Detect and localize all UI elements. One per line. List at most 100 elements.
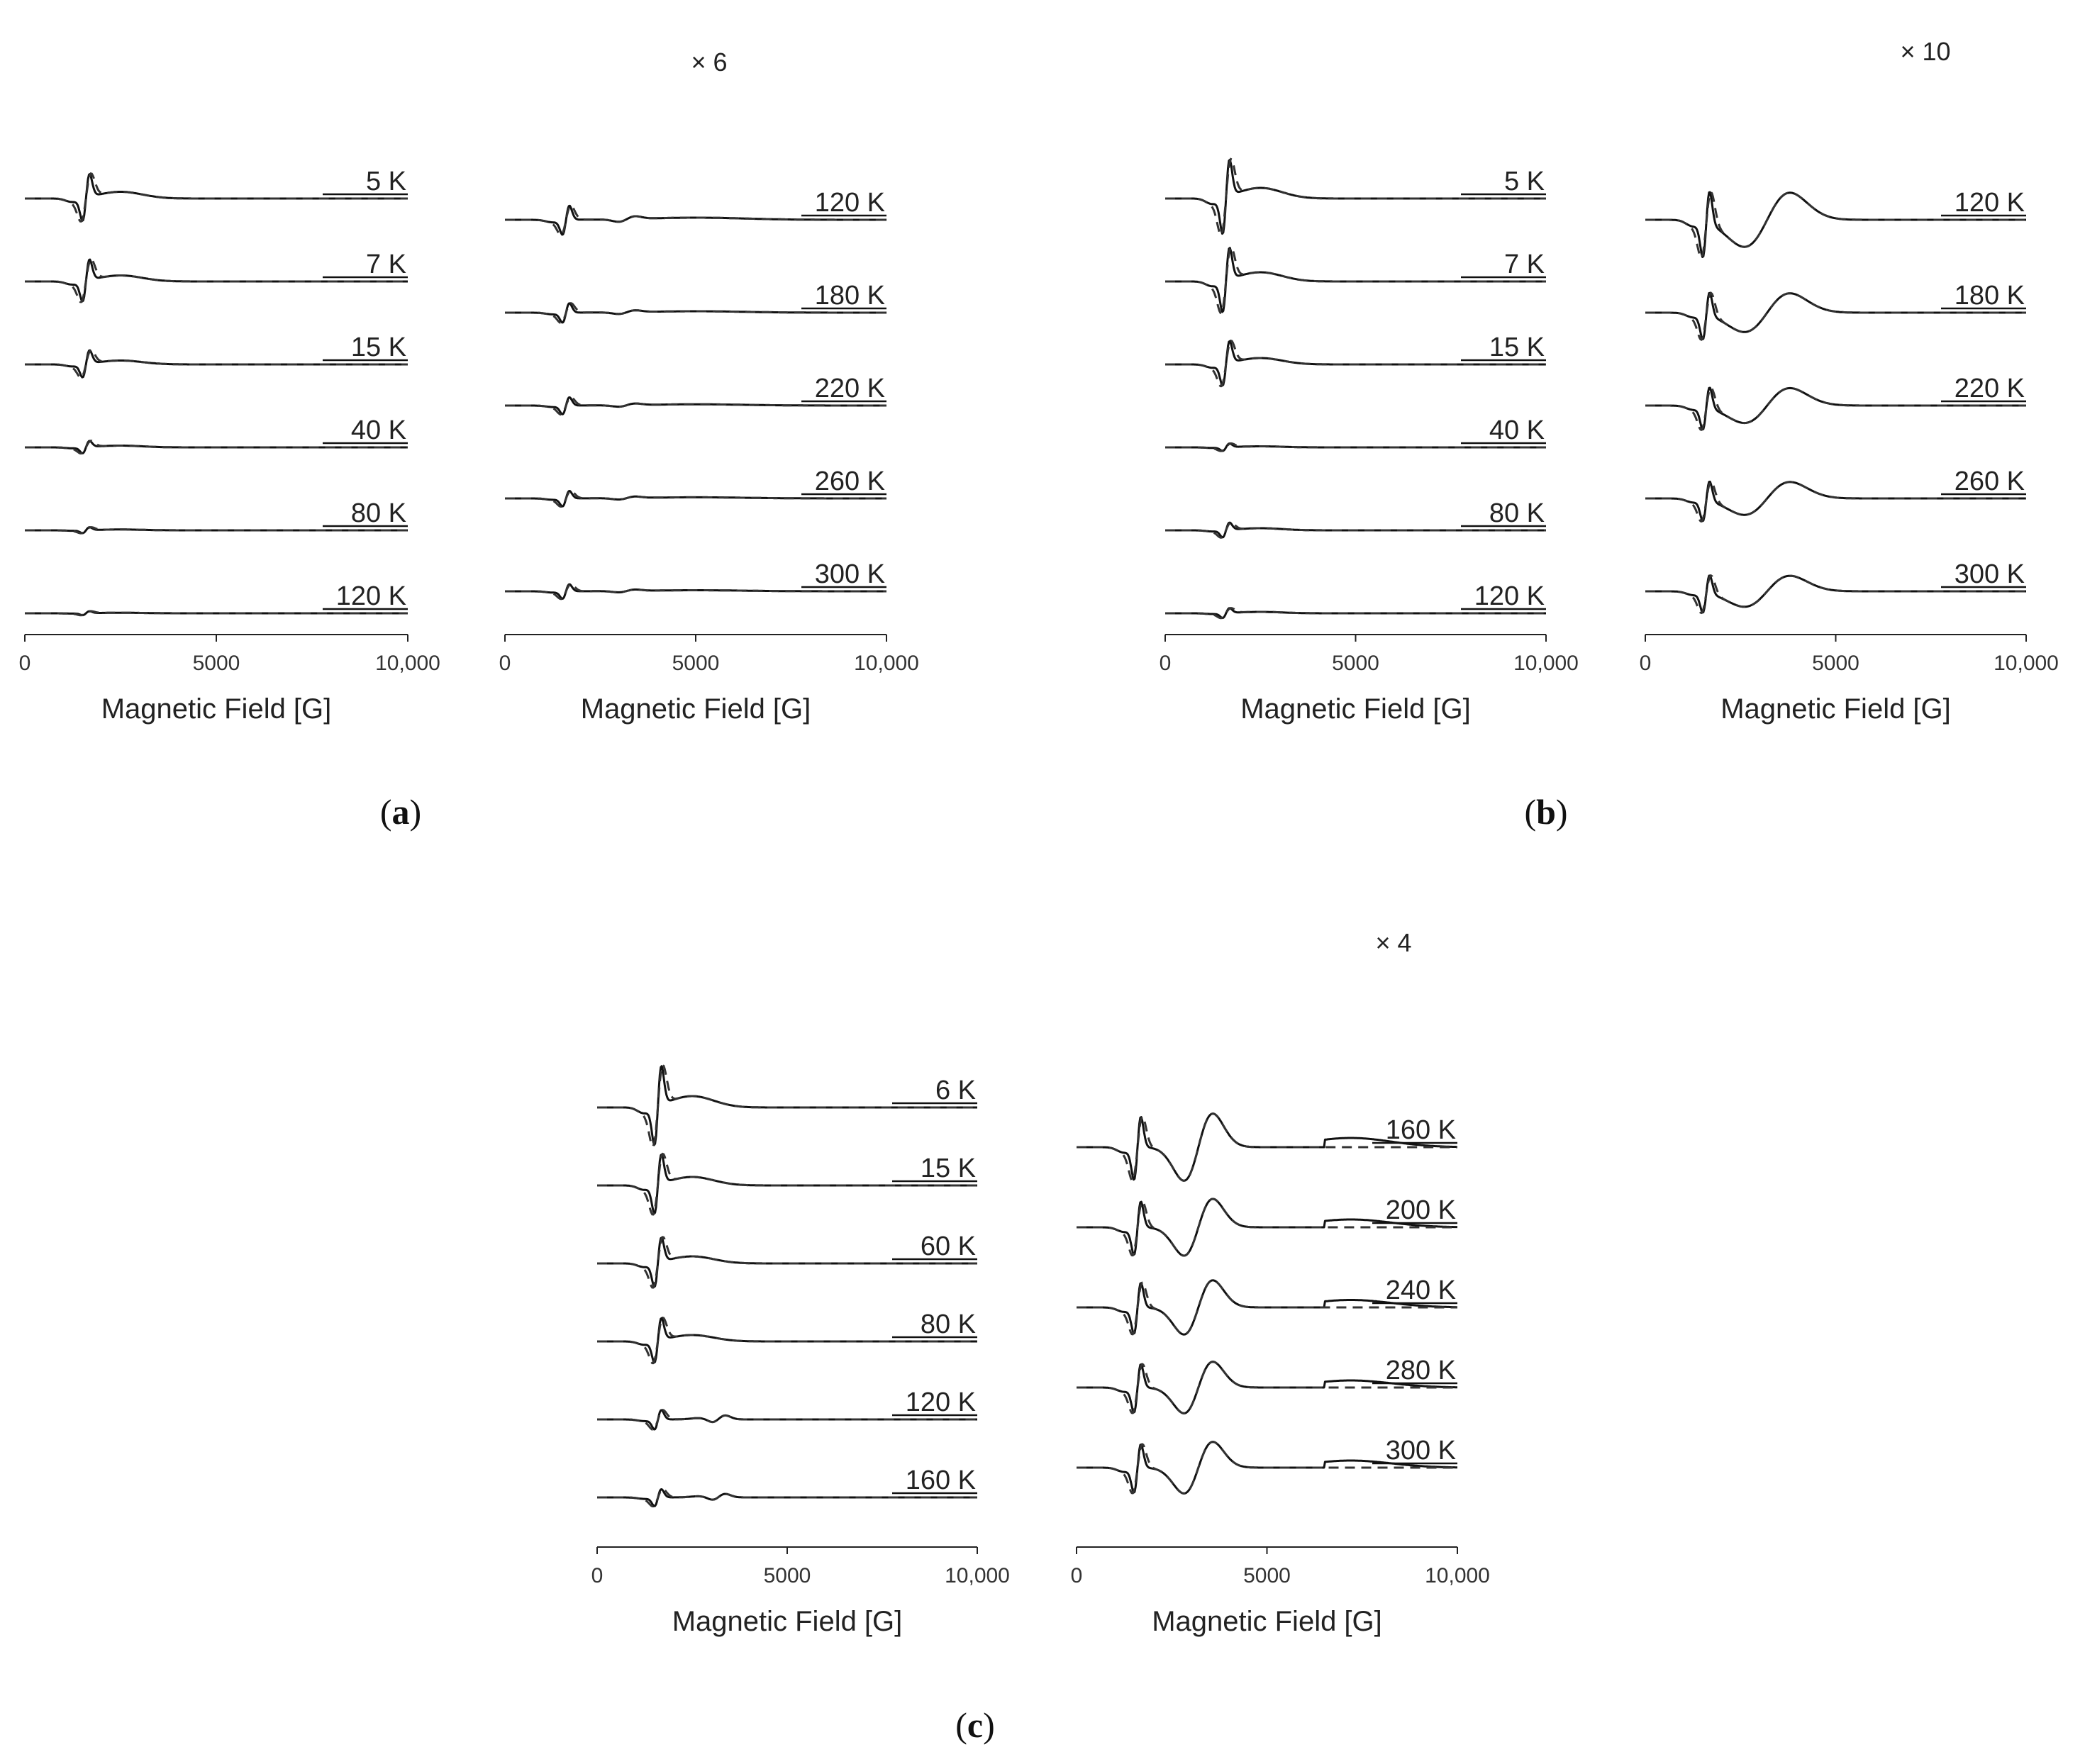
trace-300k: 300 K [1645, 559, 2027, 615]
dashed-curve [505, 583, 886, 601]
trace-15k: 15 K [24, 333, 408, 379]
plot-b-left: 5 K 7 K 15 K 40 K 80 K 120 K 0 5000 10,000 Magnet… [1160, 157, 1579, 725]
scale-factor-label: × 6 [691, 48, 727, 77]
trace-160k: 160 K [1076, 1112, 1458, 1182]
trace-15k: 15 K [1164, 333, 1547, 388]
panel-label-a: (a) [380, 792, 421, 832]
trace-60k: 60 K [596, 1232, 978, 1289]
x-axis-title: Magnetic Field [G] [1720, 693, 1951, 725]
trace-label: 120 K [1955, 188, 2025, 218]
dashed-curve [1645, 574, 2026, 615]
solid-curve [504, 204, 887, 236]
trace-label: 160 K [906, 1466, 976, 1495]
x-tick-label: 0 [591, 1564, 604, 1587]
trace-5k: 5 K [24, 167, 408, 223]
trace-label: 15 K [1489, 333, 1545, 362]
trace-260k: 260 K [504, 467, 887, 508]
trace-label: 80 K [351, 498, 406, 528]
x-tick-label: 0 [1640, 652, 1652, 675]
trace-200k: 200 K [1076, 1195, 1458, 1257]
dashed-curve [597, 1487, 977, 1508]
dashed-curve [1077, 1279, 1457, 1336]
trace-label: 60 K [921, 1232, 976, 1261]
trace-label: 80 K [1489, 498, 1545, 528]
trace-label: 240 K [1386, 1275, 1456, 1305]
panel-label-b: (b) [1524, 792, 1567, 832]
trace-label: 220 K [815, 374, 885, 403]
solid-curve [24, 610, 408, 617]
x-tick-label: 0 [1071, 1564, 1083, 1587]
trace-label: 120 K [1474, 581, 1545, 611]
trace-label: 260 K [815, 467, 885, 496]
x-tick-label: 10,000 [945, 1564, 1010, 1587]
panel-letter-a: a [392, 792, 410, 832]
plot-c-left: 6 K 15 K 60 K 80 K 120 K 160 K 0 5000 10,000 Magn… [591, 1064, 1010, 1637]
dashed-curve [1645, 480, 2026, 523]
trace-180k: 180 K [1645, 281, 2027, 341]
x-tick-label: 0 [19, 652, 31, 675]
x-axis-title: Magnetic Field [G] [1240, 693, 1471, 725]
scale-factor-label: × 10 [1900, 37, 1950, 66]
dashed-curve [597, 1409, 977, 1431]
panel-label-c: (c) [955, 1705, 995, 1745]
dashed-curve [1645, 190, 2026, 259]
x-tick-label: 5000 [1243, 1564, 1291, 1587]
x-tick-label: 0 [1160, 652, 1172, 675]
x-axis-title: Magnetic Field [G] [101, 693, 332, 725]
trace-180k: 180 K [504, 281, 887, 324]
trace-80k: 80 K [596, 1310, 978, 1365]
trace-label: 7 K [1504, 250, 1545, 279]
trace-label: 300 K [815, 559, 885, 589]
dashed-curve [1645, 291, 2026, 341]
trace-7k: 7 K [1164, 245, 1547, 314]
dashed-curve [1165, 339, 1546, 388]
trace-40k: 40 K [1164, 415, 1547, 452]
dashed-curve [1165, 442, 1546, 452]
trace-label: 220 K [1955, 374, 2025, 403]
solid-curve [1164, 247, 1547, 313]
trace-15k: 15 K [596, 1152, 978, 1216]
x-tick-label: 10,000 [854, 652, 919, 675]
x-tick-label: 5000 [764, 1564, 811, 1587]
solid-curve [504, 302, 887, 324]
x-tick-label: 0 [499, 652, 511, 675]
trace-120k: 120 K [596, 1388, 978, 1431]
trace-label: 15 K [351, 333, 406, 362]
trace-120k: 120 K [1164, 581, 1547, 620]
dashed-curve [25, 172, 408, 223]
trace-label: 200 K [1386, 1195, 1456, 1225]
trace-120k: 120 K [1645, 188, 2027, 259]
dashed-curve [25, 349, 408, 379]
dashed-curve [1077, 1441, 1457, 1495]
x-tick-label: 5000 [193, 652, 240, 675]
dashed-curve [505, 396, 886, 416]
trace-label: 160 K [1386, 1115, 1456, 1145]
trace-5k: 5 K [1164, 157, 1547, 236]
dashed-curve [25, 257, 408, 303]
dashed-curve [1077, 1361, 1457, 1414]
trace-40k: 40 K [24, 415, 408, 454]
x-tick-label: 10,000 [1425, 1564, 1490, 1587]
dashed-curve [1077, 1112, 1457, 1182]
dashed-curve [597, 1316, 977, 1365]
dashed-curve [25, 526, 408, 535]
x-tick-label: 10,000 [1994, 652, 2059, 675]
trace-label: 80 K [921, 1310, 976, 1339]
trace-6k: 6 K [596, 1064, 978, 1148]
trace-label: 5 K [1504, 167, 1545, 196]
trace-label: 120 K [906, 1388, 976, 1417]
trace-label: 15 K [921, 1154, 976, 1183]
dashed-curve [505, 204, 886, 237]
dashed-curve [505, 489, 886, 508]
trace-300k: 300 K [504, 559, 887, 601]
trace-label: 300 K [1955, 559, 2025, 589]
solid-curve [1645, 191, 2027, 258]
trace-260k: 260 K [1645, 467, 2027, 523]
trace-label: 40 K [351, 415, 406, 445]
trace-label: 7 K [366, 250, 406, 279]
dashed-curve [25, 440, 408, 454]
dashed-curve [1165, 521, 1546, 539]
plot-c-right: 160 K 200 K 240 K 280 K 300 K 0 5000 10,000 Magn… [1071, 928, 1490, 1637]
trace-220k: 220 K [504, 374, 887, 416]
